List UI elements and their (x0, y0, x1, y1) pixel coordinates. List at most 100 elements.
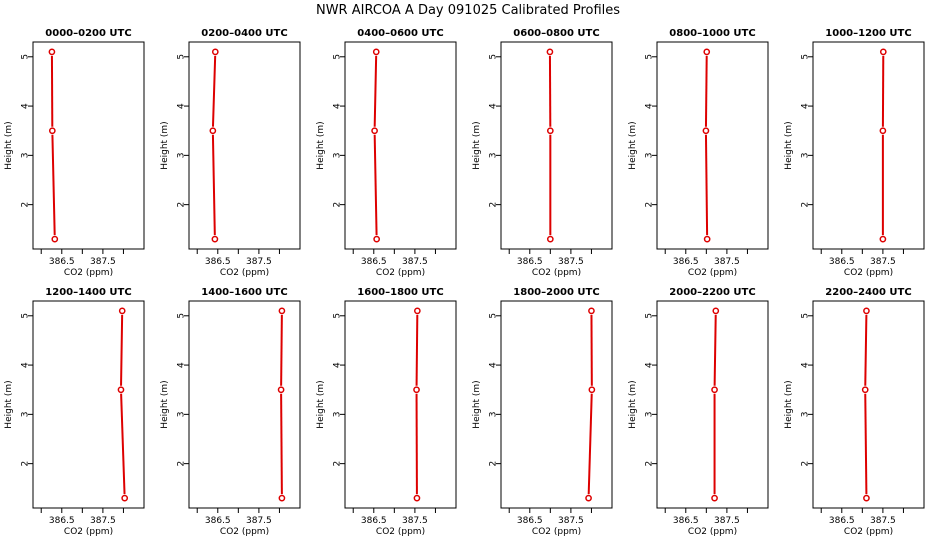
y-tick-label: 5 (645, 54, 655, 60)
y-axis-label: Height (m) (628, 121, 638, 169)
y-tick-label: 2 (21, 461, 31, 467)
panel-3: 0600–0800 UTC 386.5 387.5 2 3 4 5 CO2 (ppm) Heig… (472, 28, 613, 278)
y-tick-label: 3 (801, 411, 811, 417)
profile-point (863, 307, 870, 315)
profile-point (546, 235, 554, 243)
panel-7: 1400–1600 UTC 386.5 387.5 2 3 4 5 CO2 (ppm) Heig… (160, 287, 301, 537)
y-tick-label: 5 (177, 313, 187, 319)
profile-point (588, 386, 596, 394)
x-tick-label: 387.5 (90, 516, 116, 526)
panels-grid: 0000–0200 UTC 386.5 387.5 2 3 4 5 CO2 (ppm) Heig… (4, 28, 925, 537)
x-axis-label: CO2 (ppm) (688, 527, 737, 537)
panel-title: 1000–1200 UTC (825, 28, 911, 39)
x-axis-label: CO2 (ppm) (844, 268, 893, 278)
profile-point (585, 494, 592, 502)
x-tick-label: 386.5 (517, 516, 543, 526)
profile-point (118, 307, 126, 315)
y-tick-label: 4 (21, 362, 31, 368)
profile-point (211, 235, 219, 243)
y-axis-label: Height (m) (316, 380, 326, 428)
profile-point (209, 127, 217, 135)
profile-point (879, 127, 887, 135)
panel-title: 0000–0200 UTC (45, 28, 131, 39)
profile-point (48, 48, 56, 56)
x-axis-label: CO2 (ppm) (220, 527, 269, 537)
profile-point (711, 494, 718, 502)
y-tick-label: 3 (177, 152, 187, 158)
x-axis-label: CO2 (ppm) (844, 527, 893, 537)
y-tick-label: 2 (489, 461, 499, 467)
panel-title: 0800–1000 UTC (669, 28, 755, 39)
y-tick-label: 2 (801, 461, 811, 467)
y-tick-label: 5 (801, 313, 811, 319)
profile-segment (373, 134, 378, 236)
y-tick-label: 4 (177, 103, 187, 109)
y-tick-label: 3 (333, 411, 343, 417)
y-tick-label: 2 (333, 202, 343, 208)
x-axis-label: CO2 (ppm) (376, 527, 425, 537)
profile-point (278, 494, 286, 502)
plot-frame (188, 300, 301, 509)
x-tick-label: 387.5 (870, 516, 896, 526)
profile-point (703, 48, 711, 56)
panel-title: 0600–0800 UTC (513, 28, 599, 39)
x-tick-label: 386.5 (49, 516, 75, 526)
y-tick-label: 3 (333, 152, 343, 158)
profile-point (121, 494, 129, 502)
panel-title: 1600–1800 UTC (357, 287, 443, 298)
panel-11: 2200–2400 UTC 386.5 387.5 2 3 4 5 CO2 (ppm) Heig… (784, 287, 925, 537)
y-tick-label: 3 (489, 152, 499, 158)
x-tick-label: 386.5 (517, 257, 543, 267)
y-axis-label: Height (m) (316, 121, 326, 169)
x-tick-label: 386.5 (829, 257, 855, 267)
y-tick-label: 3 (489, 411, 499, 417)
panel-title: 2200–2400 UTC (825, 287, 911, 298)
y-tick-label: 2 (645, 461, 655, 467)
y-tick-label: 4 (177, 362, 187, 368)
panel-title: 1800–2000 UTC (513, 287, 599, 298)
x-tick-label: 387.5 (558, 516, 584, 526)
panel-8: 1600–1800 UTC 386.5 387.5 2 3 4 5 CO2 (ppm) Heig… (316, 287, 457, 537)
profile-point (371, 127, 378, 135)
y-tick-label: 5 (21, 54, 31, 60)
profile-point (861, 386, 869, 394)
plot-frame (32, 41, 145, 250)
x-axis-label: CO2 (ppm) (532, 268, 581, 278)
y-tick-label: 5 (333, 54, 343, 60)
plot-frame (812, 300, 925, 509)
profile-segment (864, 393, 868, 495)
y-tick-label: 5 (489, 313, 499, 319)
plot-frame (500, 300, 613, 509)
x-tick-label: 387.5 (714, 516, 740, 526)
y-tick-label: 3 (21, 411, 31, 417)
profile-segment (211, 134, 216, 236)
y-tick-label: 4 (489, 103, 499, 109)
profile-point (863, 494, 870, 502)
profile-point (702, 127, 710, 135)
panel-title: 1400–1600 UTC (201, 287, 287, 298)
profile-segment (704, 55, 708, 127)
profile-segment (713, 314, 717, 386)
profile-point (372, 48, 380, 56)
panel-title: 0200–0400 UTC (201, 28, 287, 39)
profile-segment (704, 134, 709, 236)
y-tick-label: 4 (801, 103, 811, 109)
profile-segment (120, 393, 126, 495)
y-axis-label: Height (m) (784, 380, 794, 428)
profile-segment (415, 314, 419, 386)
y-axis-label: Height (m) (160, 380, 170, 428)
plot-frame (344, 41, 457, 250)
profile-segment (864, 314, 868, 386)
plot-frame (32, 300, 145, 509)
y-tick-label: 3 (645, 152, 655, 158)
y-tick-label: 5 (177, 54, 187, 60)
panel-0: 0000–0200 UTC 386.5 387.5 2 3 4 5 CO2 (ppm) Heig… (4, 28, 145, 278)
profile-point (879, 235, 887, 243)
y-tick-label: 4 (21, 103, 31, 109)
y-axis-label: Height (m) (4, 121, 14, 169)
panel-2: 0400–0600 UTC 386.5 387.5 2 3 4 5 CO2 (ppm) Heig… (316, 28, 457, 278)
y-tick-label: 5 (333, 313, 343, 319)
x-axis-label: CO2 (ppm) (64, 527, 113, 537)
y-tick-label: 4 (801, 362, 811, 368)
panel-5: 1000–1200 UTC 386.5 387.5 2 3 4 5 CO2 (ppm) Heig… (784, 28, 925, 278)
